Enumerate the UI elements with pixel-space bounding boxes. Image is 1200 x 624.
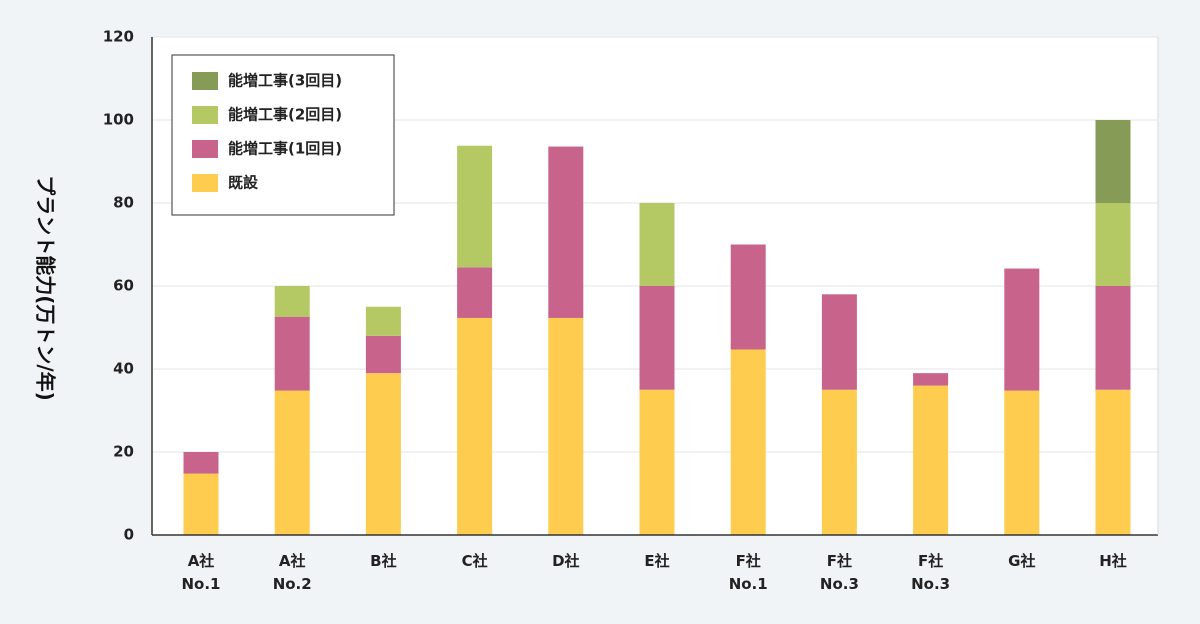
bar-segment [365,306,401,336]
bar-segment [730,349,766,535]
y-axis-label: プラント能力(万トン/年) [34,175,58,401]
bar-segment [1095,286,1131,390]
legend-label: 能増工事(3回目) [228,72,342,90]
y-tick-label: 100 [103,111,134,129]
bar-segment [639,286,675,390]
legend-swatch [192,106,218,124]
x-tick-label: C社 [462,552,488,570]
x-tick-label: No.3 [820,575,859,593]
bar-segment [1095,203,1131,286]
bar-segment [548,317,584,535]
bar-segment [639,203,675,286]
y-tick-label: 80 [113,194,134,212]
bars [183,120,1131,535]
bar-segment [913,373,949,386]
legend-label: 能増工事(2回目) [228,106,342,124]
y-tick-label: 20 [113,443,134,461]
legend-label: 能増工事(1回目) [228,140,342,158]
bar-segment [457,267,493,318]
bar-segment [365,335,401,374]
bar-segment [274,286,310,317]
x-tick-label: A社 [279,552,306,570]
bar-segment [730,244,766,350]
x-tick-label: H社 [1099,552,1127,570]
x-tick-label: G社 [1008,552,1035,570]
y-tick-label: 40 [113,360,134,378]
y-tick-label: 60 [113,277,134,295]
x-tick-label: No.1 [182,575,221,593]
x-tick-label: No.1 [729,575,768,593]
bar-segment [365,373,401,535]
legend-swatch [192,174,218,192]
bar-segment [183,452,219,474]
legend: 能増工事(3回目) 能増工事(2回目) 能増工事(1回目) 既設 [171,54,395,216]
bar-segment [457,145,493,268]
bar-segment [821,389,857,535]
x-tick-label: F社 [827,552,852,570]
x-tick-label: D社 [552,552,579,570]
bar-segment [913,385,949,535]
axes: 0 20 40 60 80 100 120 A社 No.1 A社 No.2 B社 C社 D社 E社 F社 No.… [103,28,1159,593]
bar-segment [639,389,675,535]
legend-swatch [192,140,218,158]
y-tick-label: 0 [124,526,134,544]
bar-segment [274,316,310,391]
x-tick-label: B社 [370,552,396,570]
x-tick-label: No.3 [911,575,950,593]
bar-segment [1004,268,1040,391]
legend-swatch [192,72,218,90]
x-tick-label: No.2 [273,575,312,593]
x-tick-label: A社 [188,552,215,570]
x-tick-label: E社 [644,552,669,570]
bar-segment [457,317,493,535]
bar-segment [548,146,584,318]
bar-segment [183,473,219,535]
y-tick-label: 120 [103,28,134,46]
legend-label: 既設 [228,174,259,192]
bar-segment [821,294,857,390]
x-tick-label: F社 [918,552,943,570]
bar-segment [274,390,310,535]
bar-segment [1095,120,1131,203]
bar-segment [1004,390,1040,535]
x-tick-label: F社 [736,552,761,570]
bar-segment [1095,389,1131,535]
